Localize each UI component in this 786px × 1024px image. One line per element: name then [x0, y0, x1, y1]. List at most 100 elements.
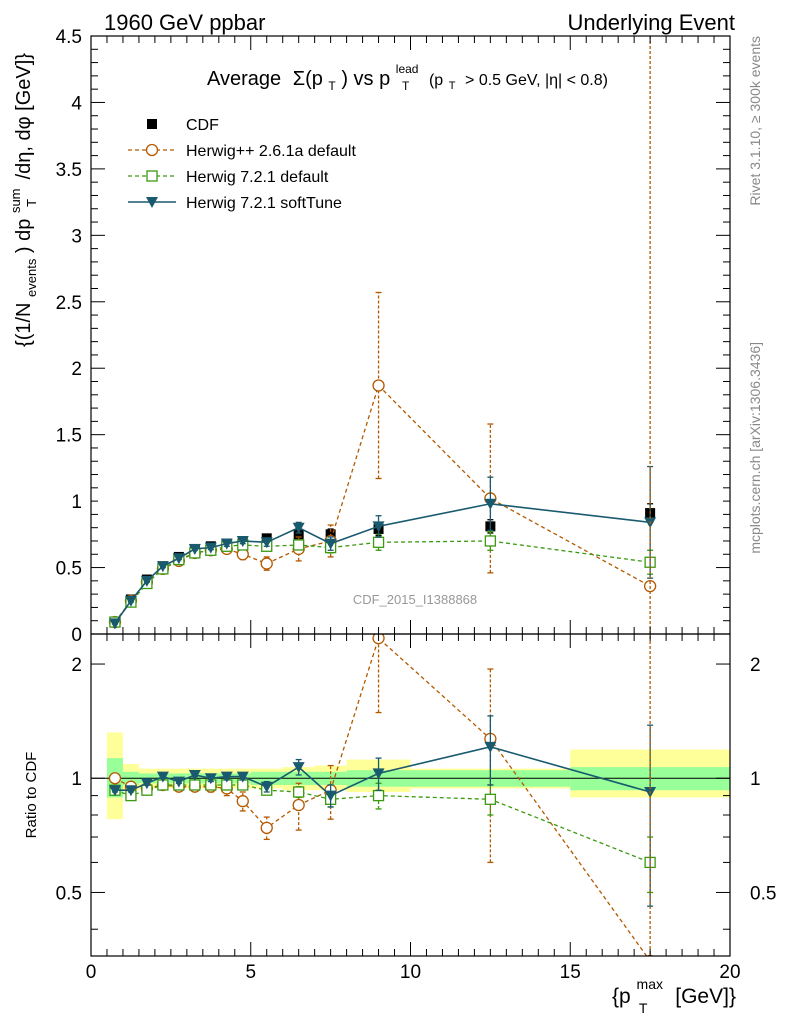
- ratio-y-tick-label-left: 0.5: [56, 883, 82, 904]
- ratio-series-group: [108, 634, 657, 956]
- legend-label-cdf: CDF: [186, 117, 219, 134]
- main-y-tick-label: 0: [71, 625, 82, 646]
- main-herwigpp-point: [372, 379, 385, 392]
- main-h721soft-point: [372, 521, 385, 533]
- title-sub-t3: T: [449, 80, 456, 92]
- main-h721default-point: [484, 535, 497, 547]
- main-h721soft-point: [140, 575, 153, 587]
- ratio-y-tick-label-left: 2: [71, 655, 82, 676]
- xlabel-sup-max: max: [637, 976, 663, 992]
- ylabel-sub-t: T: [24, 199, 39, 207]
- x-tick-label: 10: [400, 962, 421, 983]
- legend-marker-cdf: [147, 119, 157, 129]
- main-y-axis-label: {(1/N events ) dp sum T /dη, dφ [GeV]}: [3, 53, 41, 347]
- legend-marker-h721default: [146, 170, 158, 182]
- main-h721soft-point: [484, 498, 497, 510]
- title-pre: Average: [207, 68, 281, 90]
- ratio-y-tick-label-left: 1: [71, 769, 82, 790]
- ratio-h721default-point: [189, 779, 201, 791]
- ratio-h721default-point: [372, 789, 385, 802]
- main-cdf-point: [293, 529, 304, 540]
- main-h721soft-point: [292, 522, 305, 534]
- legend-marker-herwigpp: [145, 143, 159, 157]
- title-post: (p: [429, 72, 443, 89]
- x-tick-label: 5: [245, 962, 256, 983]
- ratio-h721default-point: [293, 786, 305, 798]
- main-y-tick-label: 2.5: [56, 293, 82, 314]
- main-h721soft-point: [172, 553, 185, 565]
- ylabel-sub-events: events: [24, 258, 39, 297]
- ratio-h721soft-point: [140, 778, 153, 790]
- ratio-herwigpp-point: [236, 795, 249, 808]
- main-y-tick-label: 1.5: [56, 426, 82, 447]
- main-y-tick-label: 3.5: [56, 160, 82, 181]
- title-sub-t: T: [328, 79, 336, 93]
- ratio-h721soft-point: [188, 769, 201, 781]
- main-h721soft-point: [108, 618, 121, 630]
- ratio-h721soft-point: [172, 776, 185, 788]
- main-y-tick-label: 4: [71, 93, 82, 114]
- main-herwigpp-point: [260, 557, 273, 570]
- title-cut: > 0.5 GeV, |η| < 0.8): [465, 72, 608, 89]
- legend: CDF Herwig++ 2.6.1a default Herwig 7.2.1 d…: [128, 117, 356, 212]
- ratio-h721soft-point: [324, 790, 337, 802]
- main-y-tick-label: 1: [71, 492, 82, 513]
- ratio-h721soft-point: [292, 762, 305, 774]
- plot-title: Average Σ(p T ) vs p lead T (p T > 0.5 G…: [207, 56, 608, 95]
- main-y-tick-label: 3: [71, 226, 82, 247]
- main-h721soft-point: [260, 537, 273, 549]
- main-h721soft-point: [220, 538, 233, 550]
- x-tick-label: 15: [560, 962, 581, 983]
- xlabel-p2: [GeV]}: [675, 985, 736, 1008]
- main-h721soft-point: [236, 535, 249, 547]
- x-tick-label: 0: [86, 962, 97, 983]
- ratio-herwigpp-point: [260, 821, 273, 835]
- ratio-y-tick-label-right: 2: [750, 655, 761, 676]
- ratio-herwigpp-point: [108, 772, 122, 785]
- main-h721soft-point: [124, 595, 137, 607]
- ratio-y-tick-label-right: 1: [750, 769, 761, 790]
- main-h721soft-point: [204, 542, 217, 554]
- ratio-h721soft-point: [204, 773, 217, 785]
- ratio-herwigpp-point: [292, 798, 305, 812]
- ratio-herwigpp-point: [646, 954, 654, 956]
- ylabel-sup-sum: sum: [8, 188, 23, 213]
- mcplots-label: mcplots.cern.ch [arXiv:1306.3436]: [747, 342, 763, 554]
- ratio-h721default-point: [484, 793, 497, 805]
- ylabel-p3: /dη, dφ [GeV]}: [13, 53, 35, 180]
- ratio-y-tick-label-right: 0.5: [750, 883, 776, 904]
- ratio-h721soft-point: [156, 771, 169, 783]
- header-right: Underlying Event: [567, 10, 735, 35]
- main-y-tick-label: 0.5: [56, 559, 82, 580]
- ratio-y-axis-label: Ratio to CDF: [23, 752, 40, 839]
- main-herwigpp-line: [114, 384, 651, 623]
- analysis-watermark: CDF_2015_I1388868: [353, 592, 477, 607]
- main-h721default-point: [372, 536, 385, 548]
- main-h721soft-point: [188, 543, 201, 555]
- main-h721soft-point: [156, 561, 169, 573]
- title-mid: ) vs p: [341, 68, 390, 90]
- title-sup-lead: lead: [396, 62, 419, 76]
- legend-label-h721default: Herwig 7.2.1 default: [186, 169, 329, 186]
- legend-label-herwigpp: Herwig++ 2.6.1a default: [186, 143, 356, 160]
- main-y-tick-label: 2: [71, 359, 82, 380]
- ratio-h721soft-point: [372, 768, 385, 780]
- axes-group: 0 5 10 15 20 0 0.5 1 1.5 2 2.5 3 3.5 4 4.5 0.5 0.5 1 1 2 2: [56, 27, 777, 983]
- title-sigma: Σ(p: [293, 68, 323, 90]
- rivet-label: Rivet 3.1.10, ≥ 300k events: [747, 36, 763, 206]
- ratio-h721soft-point: [236, 771, 249, 783]
- xlabel-p1: {p: [612, 985, 631, 1008]
- main-h721default-point: [293, 539, 305, 551]
- ratio-plot-area: [91, 732, 730, 820]
- ratio-h721soft-point: [260, 781, 273, 793]
- main-h721soft-point: [324, 538, 337, 550]
- xlabel-sub-t: T: [639, 1000, 648, 1016]
- legend-label-h721soft: Herwig 7.2.1 softTune: [186, 195, 342, 212]
- ylabel-p1: {(1/N: [13, 303, 35, 347]
- ratio-h721soft-point: [220, 771, 233, 783]
- legend-marker-h721soft: [146, 197, 158, 208]
- title-sub-t2: T: [402, 79, 410, 93]
- x-axis-label: {p max T [GeV]}: [612, 971, 736, 1018]
- ratio-h721soft-point: [124, 785, 137, 797]
